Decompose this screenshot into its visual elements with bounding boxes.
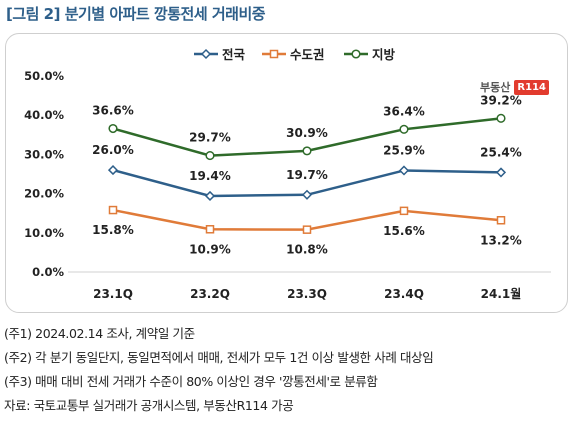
data-label: 19.4% — [189, 169, 231, 183]
y-tick-label: 50.0% — [24, 69, 64, 83]
data-point — [302, 146, 312, 156]
data-label: 36.4% — [383, 104, 425, 118]
legend-marker — [269, 49, 279, 59]
legend-label: 전국 — [222, 47, 246, 62]
x-tick-label: 23.2Q — [190, 287, 230, 301]
x-tick-label: 23.4Q — [384, 287, 424, 301]
data-label: 15.6% — [383, 224, 425, 238]
legend-marker — [200, 48, 212, 60]
data-point — [399, 206, 409, 216]
data-point — [495, 167, 507, 178]
line-chart: 0.0% 10.0% 20.0% 30.0% 40.0% 50.0% 23.1Q 23.2Q 2… — [24, 47, 551, 301]
data-label: 10.8% — [286, 243, 328, 257]
data-point — [205, 225, 215, 234]
y-tick-label: 0.0% — [32, 265, 64, 279]
x-tick-label: 23.3Q — [287, 287, 327, 301]
y-tick-label: 10.0% — [24, 226, 64, 240]
brand-logo: 부동산 R114 — [480, 79, 549, 95]
data-point — [107, 165, 119, 176]
note-2: (주2) 각 분기 동일단지, 동일면적에서 매매, 전세가 모두 1건 이상 … — [4, 350, 434, 365]
data-label: 10.9% — [189, 242, 231, 256]
legend-label: 수도권 — [290, 47, 325, 62]
logo-badge: R114 — [514, 79, 549, 95]
note-3: (주3) 매매 대비 전세 거래가 수준이 80% 이상인 경우 '깡통전세'로… — [4, 374, 378, 389]
data-point — [301, 189, 313, 200]
data-label: 25.4% — [480, 145, 522, 159]
y-tick-label: 20.0% — [24, 187, 64, 201]
chart-title: [그림 2] 분기별 아파트 깡통전세 거래비중 — [6, 5, 266, 23]
notes-section: (주1) 2024.02.14 조사, 계약일 기준 (주2) 각 분기 동일단… — [4, 322, 572, 418]
data-label: 30.9% — [286, 126, 328, 140]
source-note: 자료: 국토교통부 실거래가 공개시스템, 부동산R114 가공 — [4, 398, 294, 413]
data-label: 25.9% — [383, 143, 425, 157]
data-label: 13.2% — [480, 233, 522, 247]
data-point — [496, 113, 506, 123]
data-point — [398, 165, 410, 176]
data-label: 19.7% — [286, 168, 328, 182]
data-label: 26.0% — [92, 143, 134, 157]
data-point — [108, 205, 118, 215]
x-tick-label: 24.1월 — [481, 286, 522, 301]
note-1: (주1) 2024.02.14 조사, 계약일 기준 — [4, 326, 195, 341]
x-tick-label: 23.1Q — [93, 287, 133, 301]
y-tick-label: 30.0% — [24, 147, 64, 161]
data-point — [108, 123, 118, 134]
data-label: 29.7% — [189, 131, 231, 145]
legend-marker — [351, 49, 361, 59]
chart-panel: 부동산 R114 0.0% 10.0% 20.0% 30.0% 40.0% 50.0% 23… — [5, 33, 568, 313]
data-point — [496, 216, 506, 225]
legend-label: 지방 — [372, 47, 396, 62]
data-label: 36.6% — [92, 104, 134, 118]
logo-text: 부동산 — [480, 81, 511, 94]
y-tick-label: 40.0% — [24, 108, 64, 122]
data-point — [204, 190, 216, 202]
data-point — [399, 124, 409, 134]
data-point — [205, 151, 215, 161]
data-label: 15.8% — [92, 223, 134, 237]
data-point — [302, 225, 312, 234]
data-label: 39.2% — [480, 93, 522, 107]
